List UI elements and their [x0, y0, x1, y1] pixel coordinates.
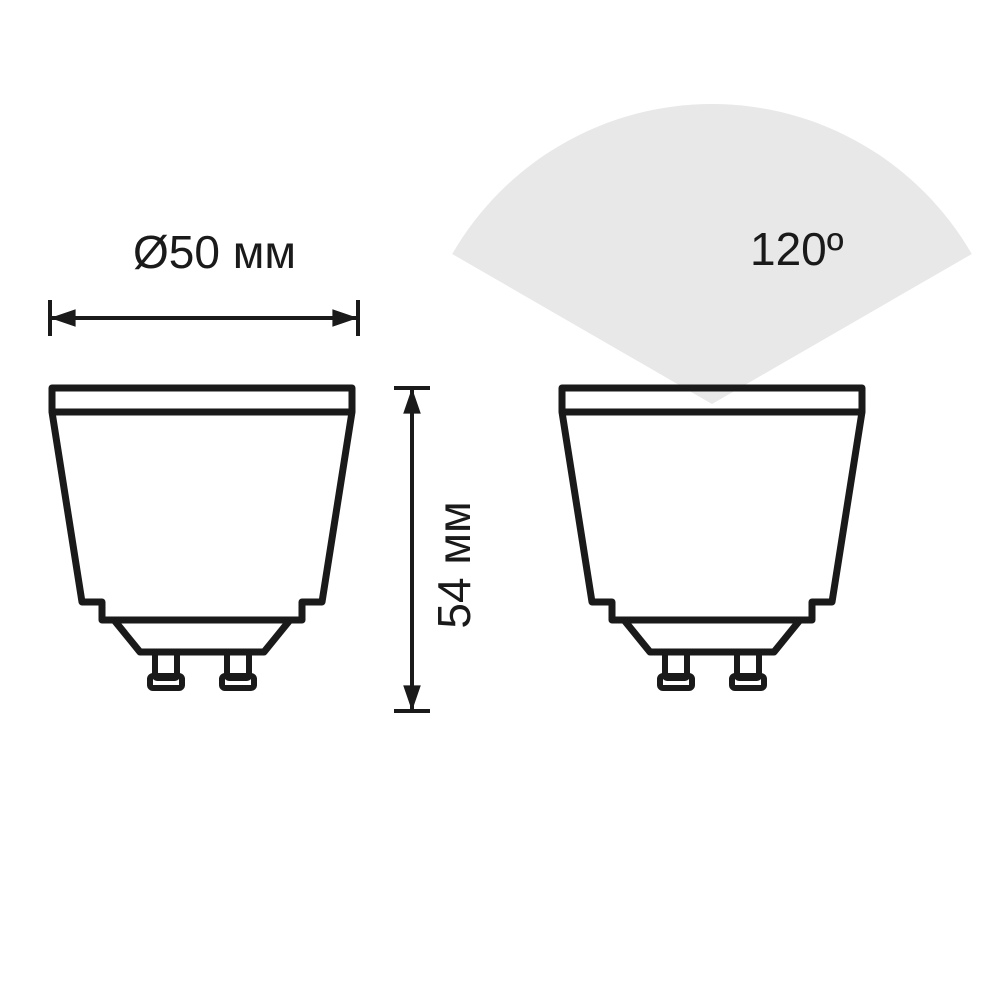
height-label: 54 мм [428, 501, 480, 628]
beam-angle-label: 120º [750, 223, 844, 275]
dimension-diagram: Ø50 мм 54 мм 120º [0, 0, 1000, 1000]
diameter-label: Ø50 мм [133, 226, 296, 278]
